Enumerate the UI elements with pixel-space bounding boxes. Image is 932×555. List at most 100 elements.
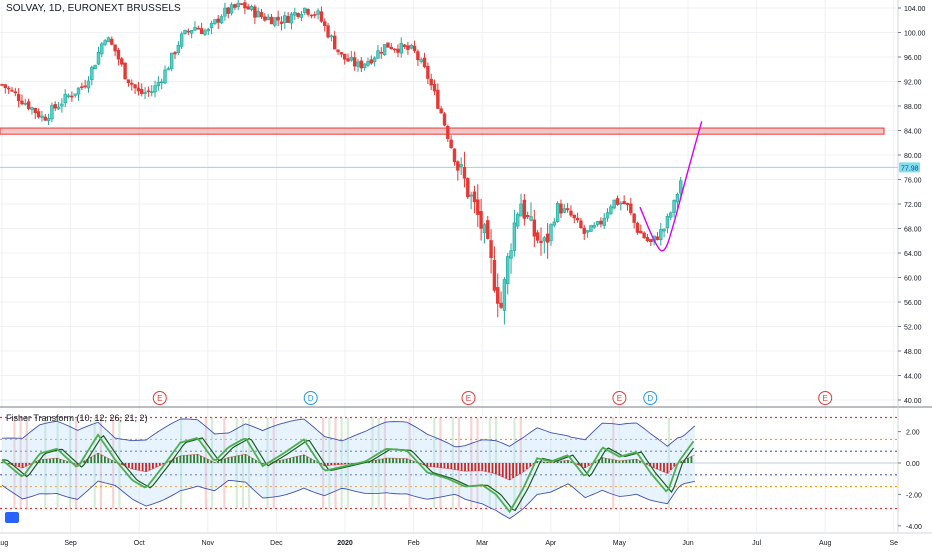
histogram-bar-down bbox=[450, 463, 453, 470]
candle-down bbox=[33, 107, 37, 114]
tradingview-logo-icon bbox=[5, 512, 19, 523]
candle-down bbox=[492, 259, 497, 291]
candle-down bbox=[466, 178, 470, 198]
earnings-marker[interactable] bbox=[612, 391, 627, 405]
candle-down bbox=[392, 48, 397, 51]
earnings-marker[interactable] bbox=[152, 391, 167, 405]
fisher-tick-label: -4.00 bbox=[906, 524, 922, 531]
candle-down bbox=[535, 232, 540, 241]
dividend-marker[interactable] bbox=[643, 391, 658, 405]
candle-down bbox=[279, 21, 284, 24]
histogram-bar-up bbox=[306, 456, 309, 463]
candle-down bbox=[625, 202, 630, 205]
histogram-bar-up bbox=[316, 462, 319, 463]
candle-up bbox=[150, 91, 154, 93]
time-tick-label: May bbox=[613, 540, 627, 547]
candle-down bbox=[123, 62, 127, 80]
candle-up bbox=[675, 193, 680, 203]
histogram-bar-up bbox=[275, 461, 278, 463]
candle-down bbox=[489, 240, 493, 258]
candle-up bbox=[66, 95, 71, 98]
histogram-bar-up bbox=[309, 458, 312, 463]
histogram-bar-up bbox=[553, 462, 556, 463]
histogram-bar-down bbox=[7, 463, 10, 464]
histogram-bar-down bbox=[124, 463, 127, 467]
candle-up bbox=[213, 19, 217, 24]
histogram-bar-up bbox=[100, 454, 103, 463]
indicator-title: Fisher Transform (10, 12, 26, 21, 2) bbox=[6, 413, 148, 423]
price-tick-label: 72.00 bbox=[904, 202, 922, 209]
histogram-bar-up bbox=[608, 458, 611, 463]
histogram-bar-up bbox=[543, 461, 545, 463]
candle-down bbox=[130, 82, 134, 85]
histogram-bar-up bbox=[594, 461, 597, 463]
histogram-bar-down bbox=[18, 463, 21, 467]
histogram-bar-up bbox=[244, 454, 247, 463]
histogram-bar-down bbox=[347, 463, 350, 464]
time-tick-label: Aug bbox=[0, 540, 8, 547]
candle-up bbox=[595, 221, 600, 225]
histogram-bar-up bbox=[227, 457, 230, 463]
axes: 104.00 100.00 96.00 92.00 88.00 84.00 80.00 76.… bbox=[0, 0, 926, 547]
dividend-marker[interactable] bbox=[303, 391, 318, 405]
candle-up bbox=[372, 57, 377, 62]
histogram-bar-up bbox=[556, 461, 559, 463]
earnings-marker[interactable] bbox=[461, 391, 476, 405]
candle-down bbox=[309, 14, 314, 17]
candle-down bbox=[629, 203, 633, 214]
candle-up bbox=[376, 50, 380, 59]
histogram-bar-down bbox=[525, 463, 528, 470]
histogram-bar-up bbox=[59, 459, 62, 463]
histogram-bar-up bbox=[278, 460, 281, 463]
candle-up bbox=[219, 16, 224, 24]
candle-down bbox=[472, 191, 477, 203]
histogram-bar-up bbox=[392, 458, 394, 463]
histogram-bar-up bbox=[398, 458, 401, 463]
last-price-badge bbox=[899, 162, 920, 173]
histogram-bar-up bbox=[639, 460, 641, 463]
candle-down bbox=[313, 14, 317, 16]
candle-down bbox=[286, 15, 290, 23]
candle-down bbox=[639, 230, 643, 234]
candle-down bbox=[269, 16, 274, 25]
candle-up bbox=[555, 202, 560, 223]
histogram-bar-down bbox=[663, 463, 665, 473]
histogram-bar-up bbox=[378, 459, 381, 463]
histogram-bar-down bbox=[261, 463, 264, 465]
time-tick-label: Apr bbox=[545, 540, 557, 547]
histogram-bar-up bbox=[83, 460, 86, 463]
histogram-bar-down bbox=[21, 463, 24, 468]
earnings-marker[interactable] bbox=[818, 391, 833, 405]
candle-down bbox=[136, 87, 141, 92]
candle-down bbox=[436, 89, 440, 109]
price-tick-label: 44.00 bbox=[904, 374, 922, 381]
histogram-bar-down bbox=[443, 463, 446, 469]
resistance-zone-layer bbox=[0, 127, 898, 168]
histogram-bar-down bbox=[474, 463, 477, 471]
candle-down bbox=[655, 236, 660, 241]
candle-down bbox=[333, 35, 337, 50]
candle-down bbox=[352, 57, 357, 67]
candle-up bbox=[662, 228, 666, 232]
histogram-bar-up bbox=[546, 462, 549, 463]
signal-stripe bbox=[383, 417, 386, 509]
histogram-bar-up bbox=[49, 458, 51, 463]
histogram-bar-down bbox=[457, 463, 460, 471]
candle-down bbox=[110, 38, 114, 45]
histogram-bar-down bbox=[532, 463, 535, 464]
histogram-bar-down bbox=[587, 463, 590, 466]
histogram-bar-up bbox=[687, 458, 689, 463]
histogram-bar-down bbox=[529, 463, 532, 467]
candle-down bbox=[199, 28, 204, 35]
histogram-bar-down bbox=[73, 463, 75, 464]
histogram-bar-down bbox=[495, 463, 497, 474]
candle-up bbox=[519, 203, 523, 217]
candle-up bbox=[166, 68, 171, 71]
candle-down bbox=[452, 148, 457, 163]
price-tick-label: 48.00 bbox=[904, 349, 922, 356]
signal-stripe bbox=[328, 417, 331, 509]
price-tick-label: 104.00 bbox=[904, 6, 926, 13]
candle-down bbox=[456, 161, 460, 171]
histogram-bar-up bbox=[241, 454, 243, 463]
